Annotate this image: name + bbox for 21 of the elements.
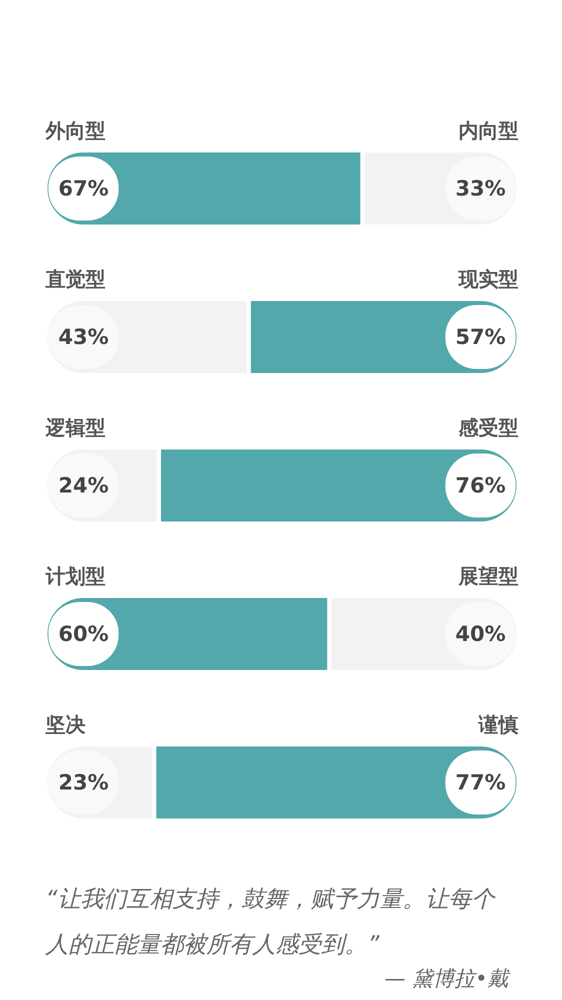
data-label: 67% — [58, 176, 109, 200]
data-label: 33% — [455, 176, 506, 200]
data-label: 77% — [455, 770, 506, 794]
y2-tick-label: 谨慎 — [478, 712, 518, 736]
y-tick-label: 直觉型 — [44, 267, 106, 291]
y-tick-label: 逻辑型 — [44, 416, 106, 440]
data-label: 76% — [455, 474, 506, 498]
data-label: 43% — [58, 325, 109, 349]
data-label: 40% — [455, 622, 506, 646]
y-tick-label: 计划型 — [44, 564, 106, 588]
text: “让我们互相支持，鼓舞，赋予力量。让每个人的正能量都被所有人感受到。” — [44, 886, 496, 958]
y2-tick-label: 展望型 — [458, 564, 518, 588]
data-label: 24% — [58, 474, 109, 498]
y2-tick-label: 内向型 — [458, 118, 518, 142]
data-label: 23% — [58, 770, 109, 794]
text: — 黛博拉•戴 — [384, 966, 512, 990]
y-tick-label: 坚决 — [44, 712, 86, 736]
data-label: 57% — [455, 325, 506, 349]
y2-tick-label: 现实型 — [458, 267, 518, 291]
data-label: 60% — [58, 622, 109, 646]
y2-tick-label: 感受型 — [458, 416, 518, 440]
